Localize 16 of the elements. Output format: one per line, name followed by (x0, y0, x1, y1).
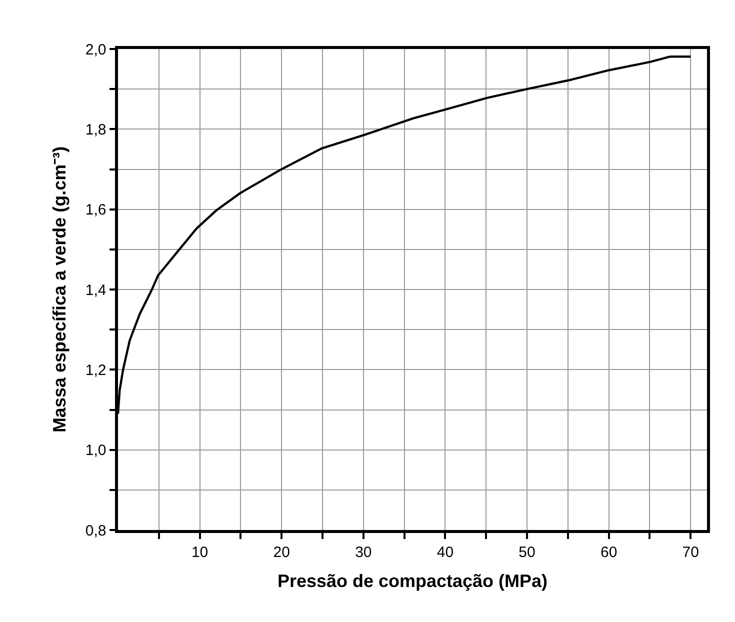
y-tick-label: 1,4 (85, 282, 106, 299)
x-tick-label: 20 (273, 544, 290, 561)
y-tick-label: 1,2 (85, 362, 106, 379)
y-tick-label: 0,8 (85, 522, 106, 540)
x-tick-label: 30 (355, 544, 372, 561)
y-tick-label: 2,0 (85, 41, 106, 58)
x-axis-title: Pressão de compactação (MPa) (277, 570, 548, 591)
y-tick-label: 1,8 (85, 121, 106, 138)
x-tick-label: 70 (682, 544, 699, 561)
x-tick-label: 60 (600, 544, 618, 561)
y-tick-label: 1,6 (85, 202, 106, 219)
x-tick-label: 40 (436, 544, 454, 561)
y-axis-title: Massa específica a verde (g.cm⁻³) (50, 146, 70, 433)
x-tick-label: 50 (518, 544, 536, 561)
y-tick-label: 1,0 (85, 442, 106, 460)
x-tick-label: 10 (191, 544, 208, 561)
